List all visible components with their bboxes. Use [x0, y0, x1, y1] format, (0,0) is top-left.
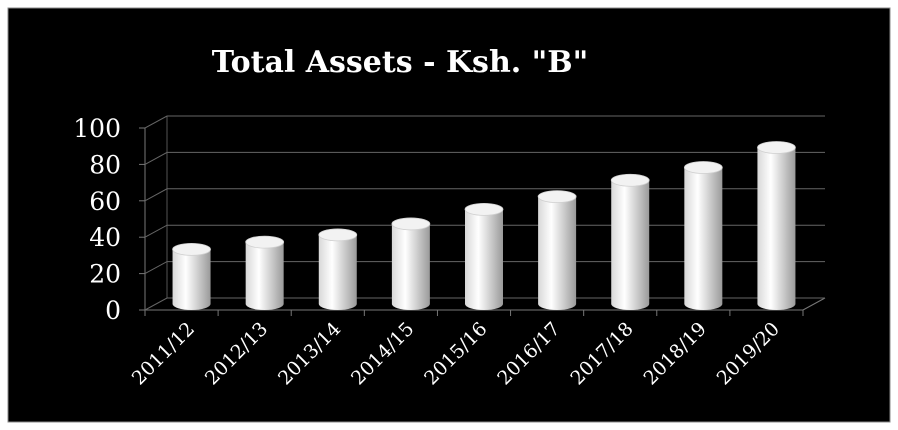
- y-tick-label: 40: [89, 223, 121, 252]
- bar-top: [318, 228, 358, 242]
- bar: [318, 234, 357, 310]
- bar: [172, 249, 211, 310]
- y-tick-label: 80: [89, 150, 121, 179]
- bar: [538, 196, 577, 310]
- bar-top: [245, 235, 285, 249]
- bar: [245, 242, 284, 310]
- bar: [465, 209, 503, 310]
- grid-line: [144, 115, 825, 129]
- floor-edge: [802, 297, 826, 311]
- chart-title: Total Assets - Ksh. "B": [212, 45, 589, 80]
- bar: [391, 223, 430, 310]
- y-tick-label: 20: [89, 260, 121, 289]
- bar: [611, 180, 650, 310]
- panel: [7, 7, 891, 423]
- bar-top: [610, 173, 650, 187]
- grid-line: [144, 261, 825, 275]
- grid-line: [144, 151, 825, 165]
- bar-top: [537, 190, 577, 204]
- y-tick-label: 0: [105, 296, 121, 325]
- grid-line: [144, 297, 825, 311]
- y-tick-label: 60: [89, 187, 121, 216]
- grid-line: [144, 224, 825, 238]
- bar: [684, 167, 723, 310]
- bar-top: [172, 242, 211, 256]
- bar-top: [683, 161, 723, 174]
- y-tick-label: 100: [73, 114, 121, 143]
- bar-top: [757, 141, 796, 154]
- grid-line: [144, 188, 825, 202]
- bar-top: [391, 217, 431, 231]
- bar-top: [464, 202, 504, 216]
- bar: [757, 147, 796, 310]
